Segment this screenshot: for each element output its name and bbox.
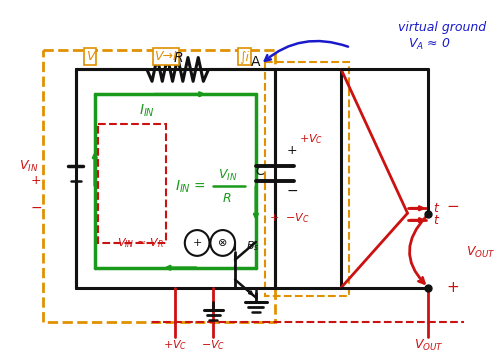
Text: −: − [30, 201, 42, 215]
Text: +: + [286, 144, 297, 157]
Text: =: = [193, 179, 205, 193]
Text: t: t [434, 214, 438, 227]
Text: $B_s$: $B_s$ [246, 239, 260, 253]
Text: $I_{IN}$: $I_{IN}$ [139, 103, 155, 119]
Text: $V_{IN}$ ≈ $V_R$: $V_{IN}$ ≈ $V_R$ [117, 236, 164, 250]
Text: t: t [434, 202, 438, 215]
Text: $I_{IN}$: $I_{IN}$ [176, 178, 192, 195]
Text: +  −$V_C$: + −$V_C$ [268, 211, 310, 225]
Text: +$V_C$: +$V_C$ [163, 338, 188, 352]
Text: ⊗: ⊗ [218, 238, 228, 248]
Text: C: C [256, 164, 266, 178]
Text: −$V_C$: −$V_C$ [201, 338, 226, 352]
Text: −: − [286, 183, 298, 198]
Text: +: + [192, 238, 202, 248]
Text: $V_{IN}$: $V_{IN}$ [218, 168, 237, 183]
Text: A: A [251, 56, 260, 69]
Text: V: V [86, 50, 94, 63]
Text: $V_{IN}$: $V_{IN}$ [18, 159, 38, 174]
Text: R: R [223, 192, 232, 205]
Bar [42, 50, 275, 322]
Text: R: R [174, 51, 183, 64]
Bar [266, 62, 349, 296]
Text: ∫i: ∫i [240, 50, 250, 63]
Text: −: − [446, 199, 460, 214]
Text: +: + [446, 280, 460, 295]
Text: virtual ground: virtual ground [398, 21, 486, 34]
Text: $V_{OUT}$: $V_{OUT}$ [466, 245, 496, 261]
Bar [98, 124, 166, 243]
Text: V→I: V→I [154, 50, 177, 63]
Text: $V_A$ ≈ 0: $V_A$ ≈ 0 [408, 37, 450, 52]
Text: +: + [30, 174, 42, 187]
Text: $V_{OUT}$: $V_{OUT}$ [414, 338, 444, 353]
Text: +$V_C$: +$V_C$ [298, 132, 323, 146]
